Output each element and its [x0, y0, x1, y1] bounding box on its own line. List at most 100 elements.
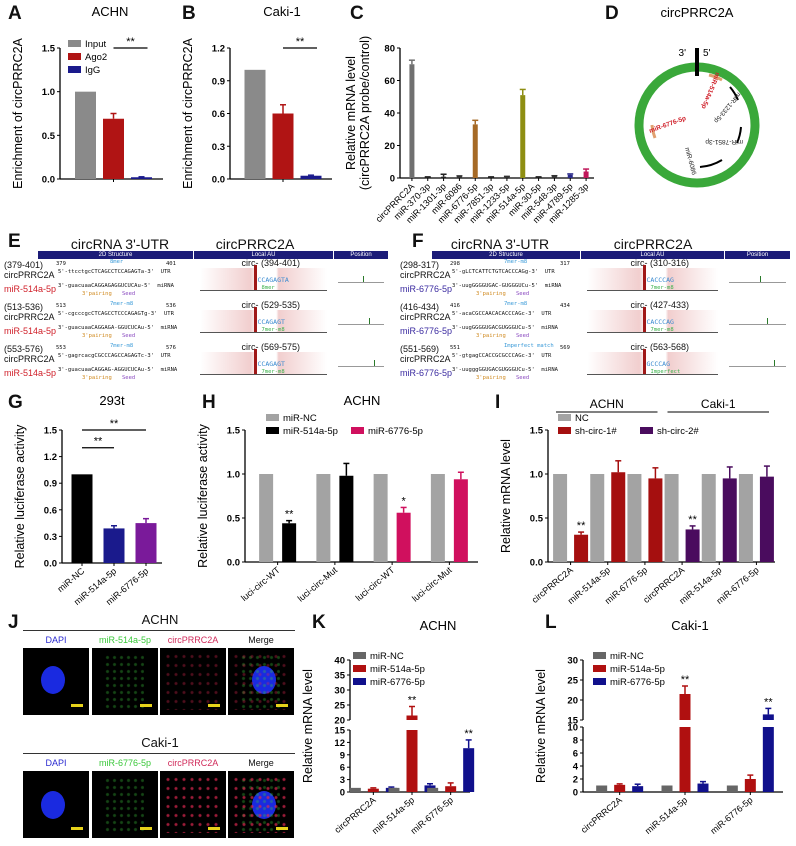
green-signal: [104, 777, 144, 832]
mirna-sequence: 3'-uugggGGUGACGUGGGUCu-5' miRNA: [452, 367, 558, 373]
bar: [504, 176, 510, 178]
panel-letter-j: J: [8, 612, 19, 633]
bar: [722, 478, 737, 562]
panel-letter-i: I: [495, 392, 501, 413]
panel-letter-d: D: [605, 3, 619, 24]
histogram-peak: [642, 265, 646, 290]
bar: [103, 118, 124, 179]
significance-label: *: [401, 495, 406, 507]
site-type: 7mer-m8: [504, 301, 528, 307]
y-axis-label: Relative mRNA level: [301, 669, 315, 783]
channel-label: Merge: [248, 635, 274, 645]
mirna-label: miR-6776-5p: [648, 115, 687, 135]
y-tick-label: 25: [567, 676, 578, 687]
bar: [596, 785, 608, 792]
legend-label: miR-NC: [283, 413, 317, 424]
bar: [472, 124, 478, 178]
circrna-name: circPRRC2A: [400, 312, 451, 322]
bar: [373, 474, 388, 562]
position-marker: [767, 318, 769, 324]
utr-sequence: 5'-cgcccgcCTCAGCCTCCCAGAGTg-3' UTR: [58, 311, 174, 317]
local-au-histogram: [200, 310, 327, 333]
channel-label: Merge: [248, 758, 274, 768]
nucleus: [252, 666, 276, 694]
bar: [648, 478, 663, 562]
bar: [272, 113, 294, 179]
bar: [425, 177, 431, 179]
site-range: (416-434): [400, 302, 440, 312]
local-au-label: circ- (394-401): [241, 258, 301, 268]
chart-title: 293t: [99, 393, 125, 408]
legend-swatch: [266, 427, 279, 434]
y-axis-label: Relative mRNA level: [534, 669, 548, 783]
legend-label: miR-6776-5p: [368, 426, 423, 437]
position-track: [338, 366, 384, 367]
legend-label: sh-circ-1#: [575, 426, 617, 437]
y-tick-label: 0: [340, 788, 345, 799]
mirna-label: miR-514a-5p: [700, 71, 721, 109]
y-tick-label: 60: [384, 76, 395, 87]
y-axis-label: Relative mRNA level: [344, 56, 358, 170]
bar: [632, 786, 644, 792]
significance-label: **: [681, 674, 690, 686]
y-tick-label: 6: [340, 763, 345, 774]
y-tick-label: 1.5: [530, 426, 544, 437]
y-axis-label: Relative luciferase activity: [196, 423, 210, 568]
bar: [614, 784, 626, 792]
utr-sequence: 5'-gLCTCATTCTGTCACCCAGg-3' UTR: [452, 269, 555, 275]
column-header: Position: [725, 251, 790, 259]
pairing-label: 3'pairing: [82, 333, 112, 339]
bar: [259, 474, 274, 562]
seed-label: Seed: [516, 291, 530, 297]
bar: [679, 727, 691, 792]
panel-letter-a: A: [8, 3, 22, 24]
significance-label: **: [464, 728, 473, 740]
y-tick-label: 0.0: [530, 558, 543, 569]
local-site-type: 7mer-m8: [261, 327, 285, 333]
y-tick-label: 3: [340, 775, 345, 786]
channel-label: DAPI: [45, 758, 67, 768]
position-marker: [760, 276, 762, 282]
site-range: (379-401): [4, 260, 44, 270]
legend-label: Ago2: [85, 52, 107, 63]
position-marker: [368, 318, 370, 324]
position-marker: [774, 360, 776, 366]
legend-swatch: [351, 427, 364, 434]
local-site-type: 7mer-m8: [650, 285, 674, 291]
histogram-peak: [642, 349, 646, 374]
utr-sequence: 5'-gagrcacgCGCCCAGCCAGAGTc-3' UTR: [58, 353, 171, 359]
channel-label: DAPI: [45, 635, 67, 645]
mirna-sequence: 3'-uugGGGGUGAC-GUGGGUCu-5' miRNA: [452, 283, 562, 289]
bar: [762, 714, 774, 720]
legend-label: miR-NC: [610, 651, 644, 662]
column-header: 2D Structure: [432, 251, 580, 259]
site-type: Imperfect match: [504, 343, 554, 349]
section-title: circPRRC2A: [215, 236, 295, 252]
legend-label: Input: [85, 39, 106, 50]
bar: [131, 177, 152, 179]
panel-letter-b: B: [182, 3, 196, 24]
bar: [282, 523, 297, 562]
site-start: 513: [56, 303, 66, 309]
bar: [520, 95, 526, 178]
bar: [701, 474, 716, 562]
bar: [409, 64, 415, 178]
chart-title: Caki-1: [263, 4, 301, 19]
panel-letter-f: F: [412, 231, 424, 252]
bar: [553, 474, 568, 562]
mirna-label: miR-7851-3p: [705, 138, 743, 145]
circrna-name: circPRRC2A: [4, 354, 55, 364]
significance-label: **: [764, 696, 773, 708]
column-header: Local AU: [581, 251, 724, 259]
bar: [627, 474, 642, 562]
divider-line: [23, 753, 295, 754]
bar: [406, 730, 418, 792]
mirna-sequence: 3'-guacuaaCAGGAGA-GGUCUCAu-5' miRNA: [58, 325, 178, 331]
significance-label: **: [408, 695, 417, 707]
bar: [367, 788, 379, 792]
significance-label: **: [688, 514, 697, 526]
red-signal: [164, 775, 222, 833]
chart-title: ACHN: [420, 618, 457, 633]
site-end: 401: [166, 261, 176, 267]
y-tick-label: 0.5: [227, 514, 241, 525]
